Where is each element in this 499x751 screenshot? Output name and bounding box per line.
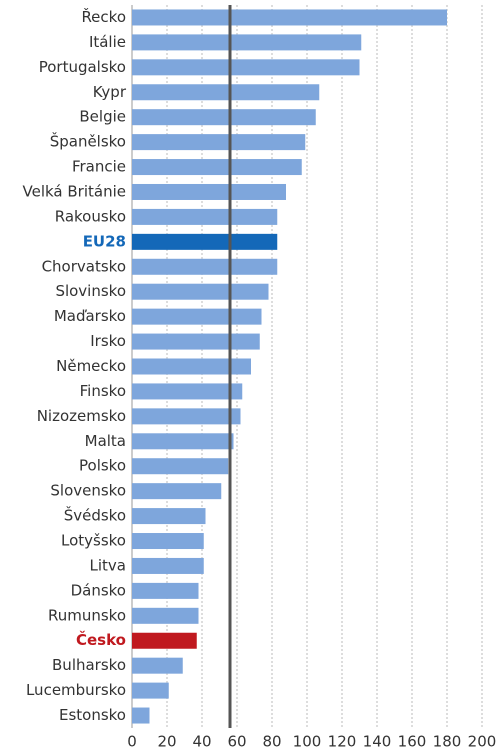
y-tick-label: Česko <box>76 630 126 649</box>
x-tick-label: 80 <box>262 733 281 751</box>
y-tick-label: Irsko <box>90 332 126 350</box>
x-tick-label: 120 <box>328 733 357 751</box>
bar <box>132 109 316 126</box>
y-tick-label: Řecko <box>81 7 126 26</box>
bar <box>132 632 197 649</box>
x-tick-label: 20 <box>157 733 176 751</box>
bar <box>132 59 360 76</box>
bar <box>132 533 204 550</box>
x-tick-label: 40 <box>192 733 211 751</box>
x-tick-label: 140 <box>363 733 392 751</box>
y-tick-label: Maďarsko <box>54 307 126 325</box>
y-tick-label: Itálie <box>89 33 126 51</box>
bar <box>132 333 260 350</box>
bar <box>132 134 306 151</box>
bar <box>132 233 278 250</box>
y-tick-label: Německo <box>56 357 126 375</box>
bar <box>132 483 222 500</box>
y-tick-label: Kypr <box>93 83 127 101</box>
bar <box>132 183 286 200</box>
bar <box>132 383 243 400</box>
y-tick-label: Nizozemsko <box>37 407 126 425</box>
x-tick-label: 180 <box>433 733 462 751</box>
bar <box>132 308 262 325</box>
y-tick-label: Bulharsko <box>52 656 126 674</box>
y-tick-label: Lucembursko <box>26 681 126 699</box>
y-tick-label: Portugalsko <box>39 58 126 76</box>
y-tick-label: Rakousko <box>55 207 126 225</box>
y-tick-label: Estonsko <box>59 706 126 724</box>
y-tick-label: Francie <box>72 158 126 176</box>
y-tick-label: Chorvatsko <box>42 257 126 275</box>
y-tick-label: Španělsko <box>50 132 126 151</box>
x-tick-label: 60 <box>227 733 246 751</box>
y-tick-label: Polsko <box>79 457 126 475</box>
x-tick-label: 100 <box>293 733 322 751</box>
y-tick-label: Belgie <box>79 108 126 126</box>
y-tick-label: Litva <box>90 556 126 574</box>
bar <box>132 408 241 425</box>
bar <box>132 557 204 574</box>
y-tick-label: EU28 <box>83 232 126 250</box>
y-tick-label: Velká Británie <box>23 182 126 200</box>
bar <box>132 34 362 51</box>
bar <box>132 582 199 599</box>
bar <box>132 707 150 724</box>
bar <box>132 283 269 300</box>
y-tick-label: Slovensko <box>50 482 126 500</box>
bar <box>132 84 320 101</box>
y-tick-label: Slovinsko <box>55 282 126 300</box>
bar <box>132 358 251 375</box>
bar <box>132 159 302 176</box>
x-tick-label: 0 <box>127 733 137 751</box>
y-tick-label: Dánsko <box>71 581 126 599</box>
y-tick-label: Lotyšsko <box>61 532 126 550</box>
bar <box>132 657 183 674</box>
bar <box>132 458 229 475</box>
y-tick-label: Švédsko <box>64 506 126 525</box>
bar <box>132 258 278 275</box>
bar <box>132 682 169 699</box>
bar <box>132 433 234 450</box>
bar <box>132 9 447 26</box>
y-tick-label: Finsko <box>80 382 126 400</box>
y-tick-label: Malta <box>85 432 126 450</box>
y-tick-label: Rumunsko <box>48 606 126 624</box>
bar <box>132 607 199 624</box>
bar <box>132 508 206 525</box>
bar <box>132 208 278 225</box>
x-tick-label: 160 <box>398 733 427 751</box>
x-tick-label: 200 <box>468 733 497 751</box>
